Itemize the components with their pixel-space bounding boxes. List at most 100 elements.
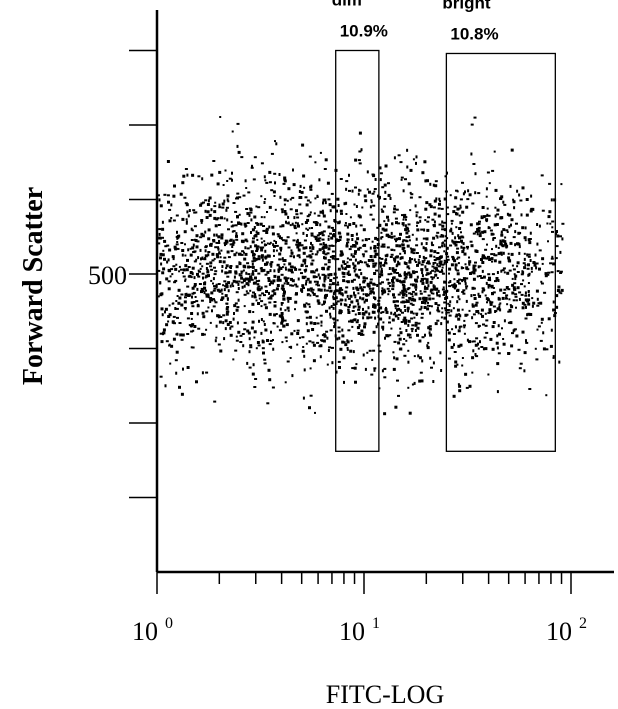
event-dot (278, 173, 281, 176)
event-dot (460, 231, 462, 234)
event-dot (286, 360, 290, 363)
event-dot (397, 307, 401, 311)
event-dot (413, 381, 416, 385)
event-dot (195, 234, 199, 238)
event-dot (487, 226, 490, 230)
event-dot (363, 194, 367, 198)
event-dot (496, 346, 499, 350)
event-dot (502, 200, 505, 204)
event-dot (401, 300, 405, 304)
event-dot (460, 279, 464, 281)
event-dot (203, 286, 206, 290)
event-dot (405, 239, 408, 242)
event-dot (158, 228, 162, 231)
event-dot (250, 326, 254, 330)
event-dot (356, 287, 359, 291)
event-dot (346, 294, 349, 298)
event-dot (157, 269, 161, 272)
event-dot (388, 316, 391, 320)
event-dot (309, 321, 313, 325)
event-dot (397, 316, 400, 320)
event-dot (441, 228, 445, 231)
event-dot (440, 234, 443, 236)
event-dot (357, 247, 361, 251)
event-dot (523, 303, 527, 306)
event-dot (379, 306, 383, 310)
event-dot (370, 282, 372, 284)
event-dot (180, 392, 184, 396)
event-dot (437, 214, 441, 218)
event-dot (446, 255, 450, 258)
event-dot (404, 309, 407, 312)
event-dot (536, 297, 539, 301)
event-dot (479, 265, 482, 268)
event-dot (415, 244, 419, 247)
event-dot (548, 182, 552, 185)
event-dot (205, 216, 209, 219)
event-dot (359, 224, 363, 227)
event-dot (273, 254, 275, 257)
event-dot (491, 260, 493, 263)
event-dot (418, 216, 422, 219)
event-dot (472, 294, 476, 297)
event-dot (504, 236, 507, 239)
event-dot (317, 284, 320, 287)
event-dot (187, 248, 190, 252)
event-dot (167, 280, 171, 283)
event-dot (313, 280, 317, 283)
event-dot (268, 301, 272, 304)
event-dot (219, 256, 222, 259)
event-dot (215, 283, 218, 287)
event-dot (181, 253, 184, 257)
event-dot (275, 142, 278, 146)
event-dot (424, 248, 428, 252)
event-dot (347, 329, 351, 332)
event-dot (248, 366, 252, 369)
event-dot (383, 367, 387, 370)
event-dot (346, 225, 349, 229)
y-ticks (129, 49, 157, 499)
event-dot (345, 180, 349, 183)
event-dot (490, 253, 494, 256)
event-dot (427, 341, 430, 344)
event-dot (387, 218, 390, 222)
event-dot (457, 262, 460, 265)
event-dot (316, 334, 319, 337)
event-dot (304, 261, 307, 265)
event-dot (287, 215, 290, 219)
event-dot (464, 263, 467, 266)
event-dot (332, 295, 335, 299)
event-dot (501, 269, 505, 272)
event-dot (461, 291, 465, 293)
event-dot (277, 235, 281, 238)
event-dot (373, 247, 377, 250)
event-dot (529, 231, 532, 235)
event-dot (357, 261, 360, 265)
event-dot (537, 325, 541, 328)
event-dot (482, 347, 485, 351)
event-dot (361, 312, 365, 316)
event-dot (478, 275, 482, 277)
event-dot (308, 227, 311, 230)
event-dot (226, 180, 229, 182)
event-dot (199, 236, 203, 239)
event-dot (343, 303, 346, 307)
event-dot (319, 314, 323, 317)
event-dot (225, 267, 228, 270)
event-dot (329, 209, 332, 213)
event-dot (357, 308, 361, 311)
event-dot (434, 322, 438, 326)
event-dot (421, 281, 425, 285)
event-dot (426, 228, 430, 232)
event-dot (397, 260, 400, 264)
event-dot (511, 283, 515, 287)
event-dot (446, 309, 450, 311)
event-dot (427, 294, 431, 297)
event-dot (434, 302, 438, 305)
event-dot (309, 185, 313, 189)
event-dot (406, 288, 410, 291)
event-dot (246, 247, 250, 250)
event-dot (343, 263, 347, 265)
event-dot (558, 290, 561, 294)
event-dot (233, 304, 237, 308)
